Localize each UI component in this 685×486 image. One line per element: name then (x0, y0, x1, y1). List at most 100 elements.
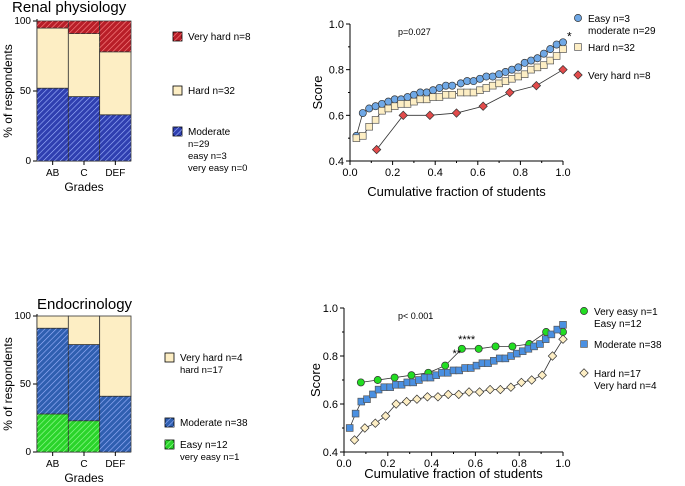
c2-y-tick-label: 50 (20, 379, 32, 390)
c3-y-axis-label: Score (308, 363, 323, 397)
c3-point-hard-very-hard (506, 382, 516, 392)
c2-x-tick-label: C (80, 459, 87, 470)
c3-point-hard-very-hard (360, 423, 370, 433)
c3-legend-label: Hard n=17 (594, 369, 641, 380)
c0-y-tick-label: 100 (14, 16, 31, 27)
c3-point-very-easy-easy (491, 342, 500, 351)
c3-point-moderate (547, 330, 556, 339)
c3-x-tick-label: 0.4 (424, 458, 439, 470)
c3-y-tick-label: 0.8 (323, 351, 338, 363)
c1-point-hard (463, 88, 471, 97)
c3-point-very-easy-easy (508, 342, 517, 351)
c0-bar-hatch (37, 88, 69, 161)
c3-point-hard-very-hard (443, 389, 453, 400)
c3-x-axis-label: Cumulative fraction of students (364, 466, 543, 481)
c0-legend-label: very easy n=0 (188, 163, 247, 174)
c3-point-moderate (369, 390, 377, 399)
c1-p-value-annotation: p=0.027 (398, 27, 431, 37)
c0-bar-hatch (99, 114, 131, 161)
c1-point-hard (422, 95, 431, 104)
c1-legend-label: Very hard n=8 (588, 71, 651, 82)
c0-bar-hard-def (99, 51, 132, 116)
c3-legend-marker (580, 340, 588, 348)
c3-point-very-easy-easy (356, 378, 365, 387)
c1-point-very-hard (398, 110, 408, 121)
c3-x-tick-label: 0.2 (380, 458, 395, 470)
c0-bar-hard-c (67, 33, 101, 97)
c1-point-hard (552, 52, 561, 60)
c3-y-tick-label: 0.6 (323, 399, 338, 411)
c1-point-hard (429, 93, 437, 101)
c3-point-moderate (553, 325, 562, 334)
c1-x-tick-label: 0.0 (342, 167, 357, 179)
c1-point-hard (397, 100, 405, 108)
c1-point-hard (378, 107, 386, 115)
c1-x-tick-label: 0.6 (470, 167, 485, 179)
c3-point-very-easy-easy (407, 371, 416, 380)
c3-legend-label: Very hard n=4 (594, 381, 657, 392)
c3-point-moderate (559, 321, 567, 329)
c1-point-hard (469, 88, 478, 97)
c1-point-hard (365, 122, 373, 131)
c2-bar-hard-def (99, 315, 132, 397)
c3-p-value-annotation: p< 0.001 (398, 311, 433, 321)
c1-point-hard (384, 104, 393, 113)
c1-point-very-hard (451, 108, 462, 118)
c3-x-tick-label: 0.6 (468, 458, 483, 470)
c1-legend-label: Hard n=32 (588, 43, 635, 54)
c3-x-tick-label: 1.0 (555, 458, 570, 470)
c2-legend-label: Easy n=12 (180, 440, 228, 451)
c0-legend-swatch (172, 85, 183, 96)
c3-point-hard-very-hard (454, 389, 464, 400)
c0-y-tick-label: 50 (20, 86, 32, 97)
c1-point-hard (488, 81, 497, 90)
c2-legend-label: Moderate n=38 (180, 418, 248, 429)
c3-point-moderate (351, 409, 360, 418)
c3-point-hard-very-hard (516, 377, 527, 388)
c1-point-hard (442, 91, 450, 99)
c1-point-hard (514, 72, 523, 81)
c1-point-very-hard (531, 80, 542, 91)
c2-bar-hatch (37, 413, 69, 452)
c3-point-very-easy-easy (441, 361, 450, 370)
c1-x-tick-label: 0.2 (385, 167, 400, 179)
c2-bar-hatch (68, 420, 100, 452)
c2-legend-label: Very hard n=4 (180, 353, 243, 364)
c2-legend-swatch-hatch (165, 440, 174, 449)
c1-point-hard (546, 56, 554, 65)
c3-point-very-easy-easy (390, 373, 399, 382)
c3-x-tick-label: 0.0 (336, 458, 351, 470)
c2-x-axis-label: Grades (64, 471, 103, 485)
c1-point-very-hard (425, 110, 435, 121)
c1-point-hard (416, 95, 425, 104)
c1-y-tick-label: 0.4 (329, 156, 344, 168)
c1-point-hard (482, 84, 491, 92)
c3-point-hard-very-hard (433, 392, 443, 402)
c3-legend-label: Easy n=12 (594, 319, 642, 330)
c0-bar-hatch (68, 96, 100, 161)
c3-point-hard-very-hard (558, 334, 568, 344)
c3-point-hard-very-hard (380, 411, 391, 421)
c2-legend-label: very easy n=1 (180, 452, 239, 463)
c0-x-axis-label: Grades (64, 180, 103, 194)
c0-legend-label: Very hard n=8 (188, 32, 251, 43)
c1-y-tick-label: 1.0 (329, 19, 344, 31)
c1-point-hard (403, 100, 412, 108)
c1-legend-label: Easy n=3 (588, 14, 630, 25)
c0-y-tick-label: 0 (25, 156, 31, 167)
c3-point-very-easy-easy (373, 376, 382, 384)
c1-point-hard (476, 86, 484, 94)
c3-point-hard-very-hard (526, 375, 537, 385)
c1-point-easy-moderate (514, 63, 523, 72)
c0-x-tick-label: C (80, 168, 87, 179)
c3-point-hard-very-hard (370, 418, 381, 428)
c1-legend-marker (574, 14, 582, 22)
c1-point-very-hard (505, 87, 515, 98)
c2-legend-swatch (164, 352, 175, 363)
c1-point-very-hard (478, 101, 488, 111)
c1-x-tick-label: 0.4 (428, 167, 443, 179)
c1-point-very-hard (558, 64, 568, 75)
c3-point-moderate (541, 335, 550, 343)
c1-point-hard (501, 77, 510, 85)
